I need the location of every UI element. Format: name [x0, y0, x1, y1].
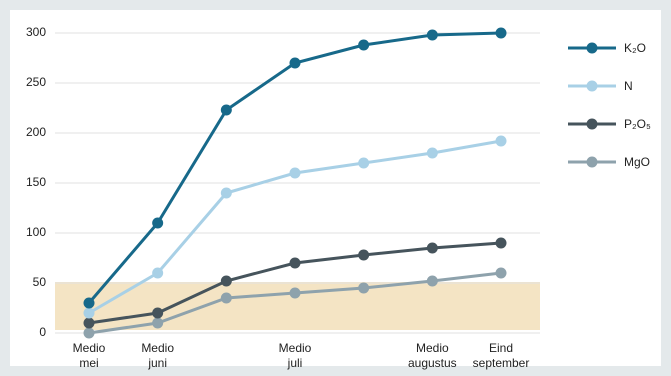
y-tick-label: 150 [26, 175, 46, 189]
data-point [289, 287, 301, 299]
y-tick-label: 300 [26, 25, 46, 39]
legend-marker [586, 118, 598, 130]
data-point [495, 267, 507, 279]
data-point [426, 147, 438, 159]
data-point [220, 275, 232, 287]
data-point [495, 27, 507, 39]
data-point [152, 307, 164, 319]
data-point [220, 104, 232, 116]
data-point [289, 57, 301, 69]
data-point [358, 282, 370, 294]
legend-marker [586, 80, 598, 92]
legend-label: K₂O [624, 41, 646, 55]
data-point [220, 187, 232, 199]
data-point [426, 275, 438, 287]
x-tick-label: Medio mei [72, 341, 106, 370]
data-point [83, 297, 95, 309]
data-point [152, 317, 164, 329]
legend-marker [586, 42, 598, 54]
data-point [289, 167, 301, 179]
legend-label: N [624, 79, 633, 93]
x-tick-label: Medio augustus [407, 341, 457, 370]
data-point [426, 242, 438, 254]
data-point [495, 135, 507, 147]
data-point [358, 39, 370, 51]
data-point [358, 157, 370, 169]
data-point [83, 327, 95, 339]
x-tick-label: Medio juni [141, 341, 174, 370]
y-tick-label: 200 [26, 125, 46, 139]
data-point [83, 317, 95, 329]
x-tick-label: Eind september [472, 341, 530, 370]
y-tick-label: 100 [26, 225, 46, 239]
data-point [220, 292, 232, 304]
y-tick-label: 50 [33, 275, 47, 289]
data-point [152, 267, 164, 279]
data-point [495, 237, 507, 249]
data-point [358, 249, 370, 261]
data-point [426, 29, 438, 41]
legend-marker [586, 156, 598, 168]
y-tick-label: 0 [39, 325, 46, 339]
legend-label: P₂O₅ [624, 117, 651, 131]
legend-label: MgO [624, 155, 650, 169]
data-point [289, 257, 301, 269]
data-point [83, 307, 95, 319]
x-tick-label: Medio juli [278, 341, 312, 370]
y-tick-label: 250 [26, 75, 46, 89]
data-point [152, 217, 164, 229]
